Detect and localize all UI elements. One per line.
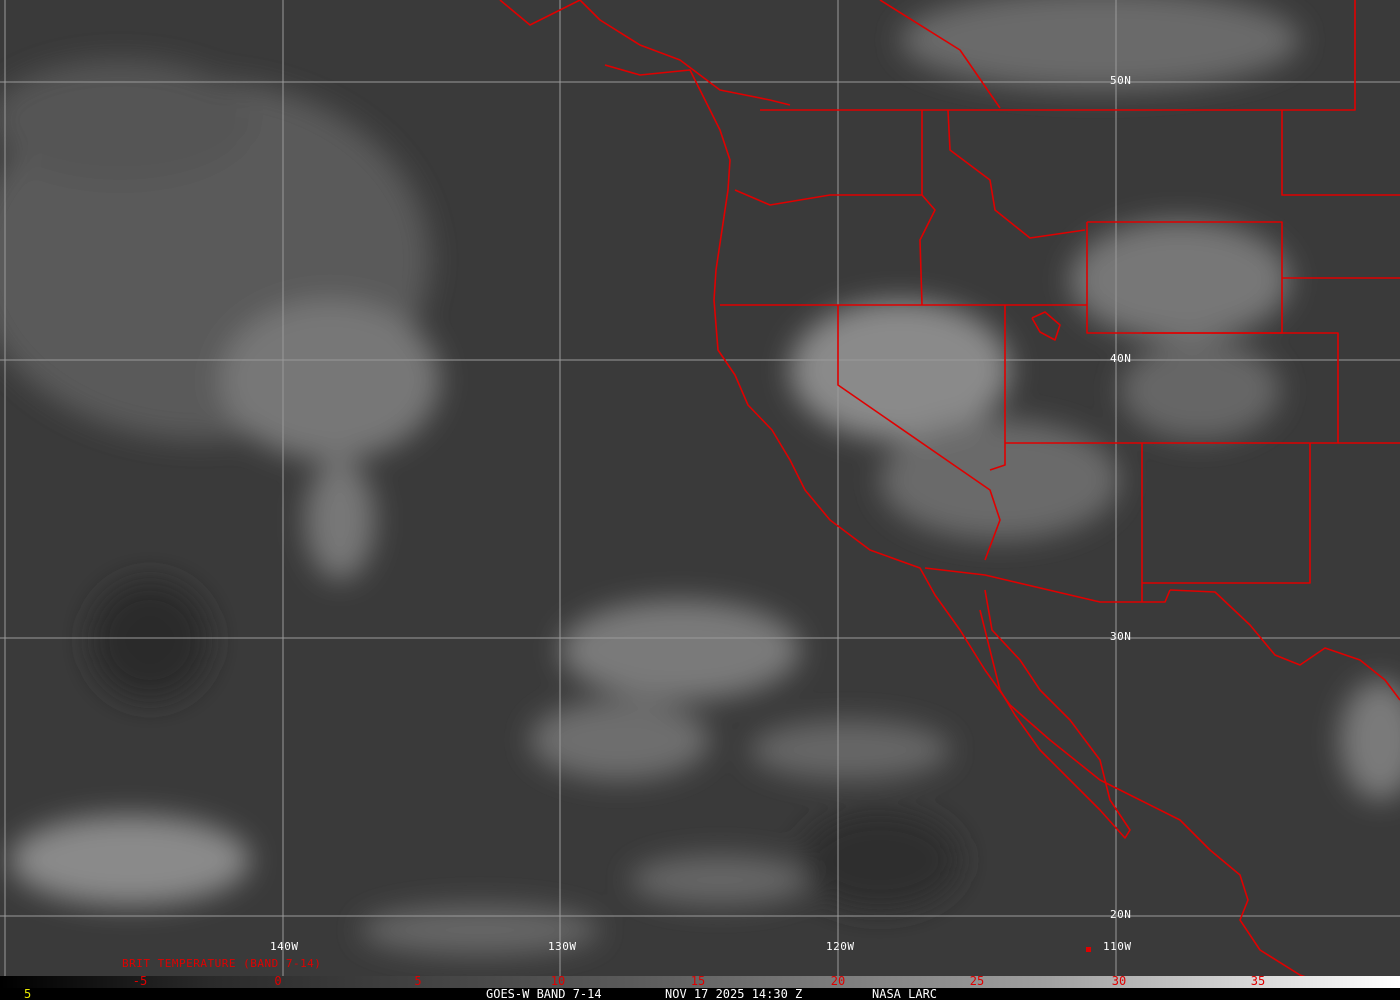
lat-lon-grid [0, 0, 1400, 976]
lon-label-110w: 110W [1103, 940, 1132, 953]
frame-number: 5 [24, 987, 32, 1000]
new-mexico-border [1142, 443, 1311, 584]
lon-label-140w: 140W [270, 940, 299, 953]
vancouver-island [499, 0, 791, 106]
colorbar-tick: -5 [132, 974, 148, 988]
canada-coast [879, 0, 1001, 109]
mexico-mainland-coast [1169, 589, 1400, 701]
west-coastline [604, 64, 1371, 1000]
colorbar-tick: 25 [969, 974, 985, 988]
colorbar-tick: 5 [414, 974, 422, 988]
us-canada-border [760, 0, 1356, 111]
temperature-color-bar: -5 0 5 10 15 20 25 30 35 [0, 974, 1400, 988]
image-credit: NASA LARC [872, 987, 938, 1000]
info-footer: 5 GOES-W BAND 7-14 NOV 17 2025 14:30 Z N… [0, 987, 1400, 1000]
great-salt-lake [1031, 311, 1061, 341]
image-datetime: NOV 17 2025 14:30 Z [665, 987, 803, 1000]
cloud-field [0, 0, 1400, 955]
colorbar-tick: 0 [274, 974, 282, 988]
arizona-border [1005, 442, 1143, 602]
colorbar-tick: 10 [550, 974, 566, 988]
baja-east-coast [979, 589, 1131, 839]
nv-ut-border [989, 305, 1006, 471]
montana-border [947, 109, 1086, 239]
legend-title: BRIT TEMPERATURE (BAND 7-14) [122, 957, 322, 970]
wa-or-border [734, 189, 922, 206]
lon-label-130w: 130W [548, 940, 577, 953]
dakota-border [1281, 110, 1400, 196]
lon-label-120w: 120W [826, 940, 855, 953]
us-mexico-border [924, 567, 1171, 603]
nv-border [837, 305, 1001, 561]
idaho-border [919, 110, 936, 306]
lat-label-30n: 30N [1110, 630, 1132, 643]
lat-label-50n: 50N [1110, 74, 1132, 87]
colorado-border [1142, 332, 1339, 444]
colorbar-tick: 20 [830, 974, 846, 988]
colorbar-tick: 15 [690, 974, 706, 988]
satellite-band: GOES-W BAND 7-14 [486, 987, 602, 1000]
lat-label-20n: 20N [1110, 908, 1132, 921]
colorbar-tick: 35 [1250, 974, 1266, 988]
colorbar-tick: 30 [1111, 974, 1127, 988]
lat-label-40n: 40N [1110, 352, 1132, 365]
political-boundaries [499, 0, 1400, 1000]
marker [1086, 947, 1091, 952]
